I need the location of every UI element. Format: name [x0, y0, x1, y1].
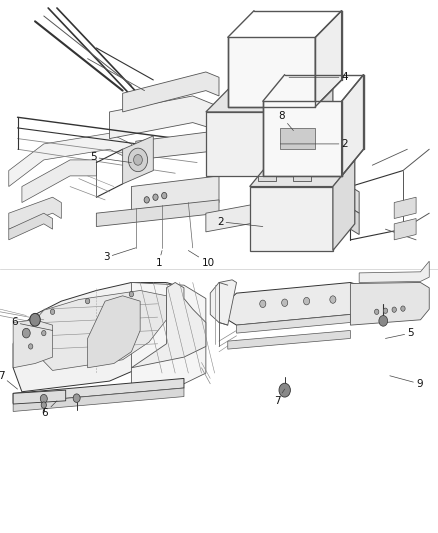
Bar: [293, 176, 311, 181]
Polygon shape: [342, 75, 364, 176]
Text: 8: 8: [278, 111, 293, 131]
Circle shape: [401, 306, 405, 311]
Circle shape: [392, 307, 396, 312]
Polygon shape: [22, 160, 96, 203]
Text: 2: 2: [217, 217, 263, 227]
Text: 5: 5: [90, 152, 131, 163]
Polygon shape: [250, 160, 355, 187]
Polygon shape: [13, 388, 184, 411]
Polygon shape: [136, 131, 219, 160]
Polygon shape: [9, 133, 131, 187]
Polygon shape: [394, 219, 416, 240]
Polygon shape: [206, 195, 320, 232]
Polygon shape: [350, 282, 429, 325]
Text: 6: 6: [42, 401, 57, 418]
Circle shape: [330, 296, 336, 303]
Text: 7: 7: [0, 371, 18, 389]
Text: 1: 1: [155, 251, 162, 268]
Polygon shape: [250, 187, 333, 251]
Polygon shape: [263, 101, 342, 176]
Polygon shape: [359, 261, 429, 282]
Circle shape: [153, 194, 158, 200]
Bar: [258, 176, 276, 181]
Circle shape: [85, 298, 90, 304]
Circle shape: [50, 309, 55, 314]
Polygon shape: [228, 37, 315, 107]
Circle shape: [128, 148, 148, 172]
Circle shape: [28, 344, 33, 349]
Circle shape: [134, 155, 142, 165]
Circle shape: [73, 394, 80, 402]
Polygon shape: [228, 282, 368, 325]
Circle shape: [129, 292, 134, 297]
Polygon shape: [9, 197, 61, 229]
Circle shape: [279, 383, 290, 397]
Text: 2: 2: [280, 139, 348, 149]
Text: 10: 10: [188, 251, 215, 268]
Polygon shape: [285, 187, 359, 219]
Circle shape: [41, 402, 46, 408]
Text: 7: 7: [274, 389, 285, 406]
Text: 6: 6: [11, 318, 53, 330]
Text: 4: 4: [289, 72, 348, 82]
Polygon shape: [9, 213, 53, 240]
Circle shape: [383, 308, 388, 313]
Polygon shape: [394, 197, 416, 219]
Polygon shape: [206, 85, 333, 112]
Polygon shape: [333, 160, 355, 251]
Polygon shape: [210, 280, 237, 325]
Circle shape: [282, 299, 288, 306]
Polygon shape: [123, 136, 153, 184]
Polygon shape: [13, 282, 184, 392]
Polygon shape: [123, 72, 219, 112]
Circle shape: [42, 330, 46, 336]
Text: 9: 9: [390, 376, 423, 389]
Bar: [280, 128, 315, 149]
Polygon shape: [110, 96, 219, 139]
Polygon shape: [131, 176, 219, 213]
Polygon shape: [315, 11, 342, 107]
Circle shape: [260, 300, 266, 308]
Polygon shape: [31, 290, 166, 370]
Polygon shape: [131, 282, 206, 368]
Circle shape: [379, 316, 388, 326]
Circle shape: [374, 309, 379, 314]
Polygon shape: [285, 208, 359, 240]
Polygon shape: [13, 320, 53, 368]
Circle shape: [304, 297, 310, 305]
Text: 3: 3: [103, 248, 136, 262]
Polygon shape: [237, 314, 350, 333]
Polygon shape: [131, 282, 206, 386]
Circle shape: [144, 197, 149, 203]
Polygon shape: [206, 112, 307, 176]
Polygon shape: [96, 200, 219, 227]
Polygon shape: [307, 85, 333, 176]
Polygon shape: [88, 296, 140, 368]
Text: 5: 5: [385, 328, 414, 338]
Circle shape: [162, 192, 167, 199]
Circle shape: [40, 394, 47, 403]
Polygon shape: [13, 390, 66, 404]
Polygon shape: [228, 330, 350, 349]
Polygon shape: [13, 378, 184, 403]
Circle shape: [22, 328, 30, 338]
Circle shape: [30, 313, 40, 326]
